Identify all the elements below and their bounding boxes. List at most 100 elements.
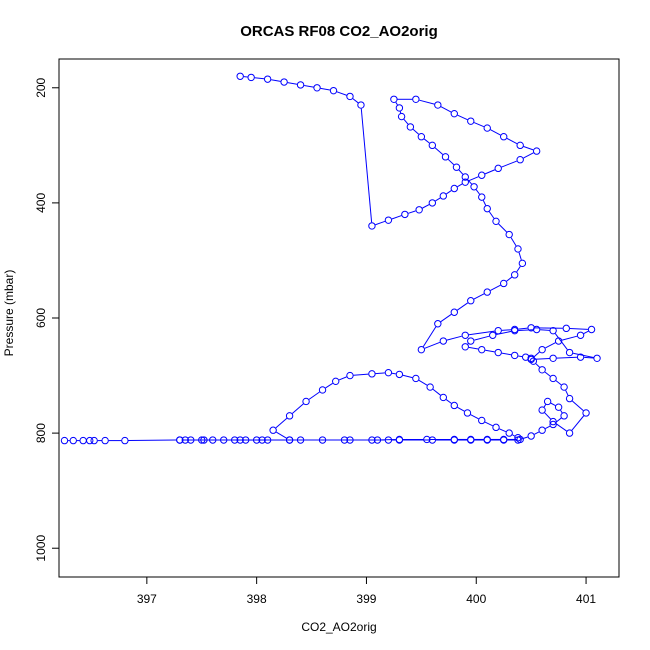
data-point bbox=[252, 436, 261, 444]
data-point bbox=[434, 101, 442, 109]
data-point bbox=[329, 86, 338, 95]
series-line-segment bbox=[571, 415, 585, 431]
data-point bbox=[450, 436, 458, 444]
series-line-segment bbox=[561, 335, 578, 341]
data-point bbox=[510, 271, 519, 279]
data-point bbox=[576, 331, 585, 339]
series-line-segment bbox=[468, 330, 495, 336]
data-point bbox=[406, 123, 415, 131]
x-tick-label: 400 bbox=[466, 592, 486, 606]
data-point bbox=[494, 348, 502, 357]
series-line-segment bbox=[506, 276, 513, 282]
data-point bbox=[450, 184, 458, 193]
data-point bbox=[384, 368, 393, 377]
series-line-segment bbox=[391, 372, 396, 375]
data-point bbox=[441, 153, 450, 161]
series-line-segment bbox=[523, 146, 534, 151]
series-line-segment bbox=[516, 266, 521, 273]
series-line-segment bbox=[510, 237, 517, 247]
data-point bbox=[538, 366, 546, 374]
x-axis-label: CO2_AO2orig bbox=[301, 620, 376, 634]
y-tick-label: 600 bbox=[34, 308, 48, 328]
data-point bbox=[258, 436, 266, 444]
series-line-segment bbox=[446, 335, 462, 341]
series-line-segment bbox=[482, 200, 487, 206]
data-point bbox=[395, 104, 404, 112]
data-point bbox=[494, 164, 502, 173]
series-line-segment bbox=[488, 211, 495, 219]
data-point bbox=[527, 355, 535, 364]
series-line-segment bbox=[291, 403, 304, 414]
data-point bbox=[121, 436, 129, 445]
data-point bbox=[346, 436, 354, 444]
series-line-segment bbox=[287, 82, 298, 85]
data-point bbox=[236, 436, 244, 444]
data-point bbox=[452, 163, 461, 171]
series-line-segment bbox=[446, 190, 452, 195]
data-point bbox=[101, 436, 109, 445]
series-line-segment bbox=[360, 108, 373, 223]
data-point bbox=[565, 429, 574, 437]
data-point bbox=[461, 343, 469, 351]
data-point bbox=[494, 326, 502, 335]
series-line-segment bbox=[512, 434, 516, 437]
series-line-segment bbox=[435, 197, 441, 202]
data-point bbox=[209, 436, 217, 444]
series-line-segment bbox=[375, 372, 385, 375]
series-line-segment bbox=[555, 380, 562, 386]
series-line-segment bbox=[391, 215, 402, 220]
series-line-segment bbox=[468, 176, 479, 182]
series-line-segment bbox=[473, 122, 485, 128]
series-line-segment bbox=[467, 343, 469, 345]
series-line-segment bbox=[412, 128, 420, 135]
series-line-segment bbox=[501, 160, 518, 168]
data-point bbox=[296, 81, 305, 89]
series-line-segment bbox=[499, 428, 507, 433]
series-line-segment bbox=[490, 129, 501, 136]
data-point bbox=[79, 436, 87, 445]
data-point bbox=[401, 210, 409, 219]
series-line-segment bbox=[271, 79, 281, 82]
series-line-segment bbox=[544, 371, 551, 377]
data-point bbox=[285, 436, 294, 444]
data-point bbox=[516, 141, 524, 150]
data-point bbox=[461, 178, 469, 186]
data-point bbox=[318, 386, 327, 394]
data-point bbox=[269, 426, 277, 434]
data-point bbox=[500, 279, 508, 288]
series-line-segment bbox=[540, 329, 550, 331]
series-line-segment bbox=[440, 313, 452, 323]
series-line-segment bbox=[560, 409, 563, 414]
data-point bbox=[576, 353, 585, 361]
data-point bbox=[467, 117, 475, 125]
series-line-segment bbox=[434, 147, 444, 155]
series-line-segment bbox=[555, 417, 562, 423]
series-line-segment bbox=[474, 335, 490, 341]
data-point bbox=[415, 206, 423, 214]
data-point bbox=[532, 147, 541, 155]
data-point bbox=[236, 72, 244, 80]
data-point bbox=[69, 436, 77, 445]
data-point bbox=[368, 436, 376, 444]
series-line-segment bbox=[501, 329, 512, 331]
data-point bbox=[527, 432, 535, 440]
series-line-segment bbox=[473, 293, 485, 300]
series-line-segment bbox=[418, 379, 428, 386]
data-point bbox=[478, 416, 486, 425]
data-point bbox=[560, 383, 568, 391]
series-line-segment bbox=[468, 346, 479, 350]
data-point bbox=[478, 171, 486, 179]
series-line-segment bbox=[534, 431, 540, 435]
series-line-segment bbox=[484, 421, 493, 427]
data-point bbox=[489, 331, 497, 339]
data-point bbox=[538, 426, 546, 434]
series-line-segment bbox=[569, 328, 588, 330]
data-point bbox=[549, 417, 557, 426]
series-line-segment bbox=[535, 363, 540, 368]
data-point bbox=[318, 436, 327, 444]
data-point bbox=[549, 374, 557, 383]
series-line-segment bbox=[550, 402, 556, 406]
series-line-segment bbox=[423, 138, 430, 144]
data-point bbox=[514, 245, 522, 253]
data-point bbox=[86, 436, 94, 445]
